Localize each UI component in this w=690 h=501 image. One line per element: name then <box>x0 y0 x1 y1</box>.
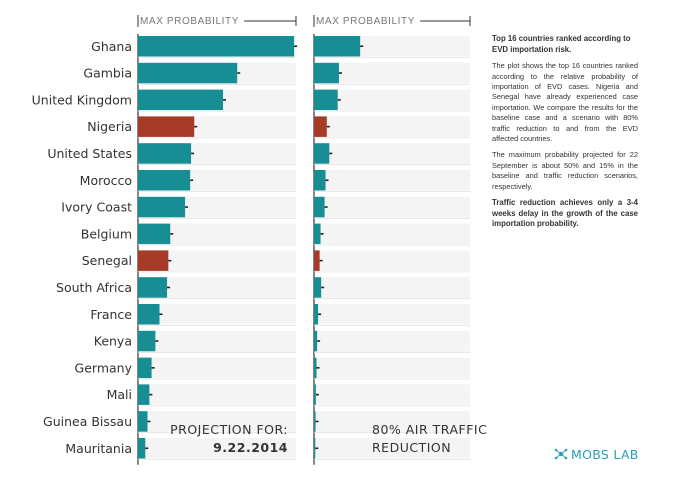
reduction-lane-germany <box>314 357 470 379</box>
label-mali: Mali <box>107 387 132 402</box>
baseline-bar-nigeria <box>138 116 195 137</box>
reduction-bar-gambia <box>314 62 339 84</box>
baseline-bar-senegal <box>138 250 169 271</box>
label-south-africa: South Africa <box>56 280 132 295</box>
baseline-bar-guinea-bissau <box>138 411 148 432</box>
baseline-bar-morocco <box>138 170 191 191</box>
baseline-lane-senegal <box>138 250 296 271</box>
baseline-lane-mali <box>138 384 296 405</box>
description-paragraph-1: The plot shows the top 16 countries rank… <box>492 61 638 144</box>
reduction-bar-kenya <box>314 330 318 352</box>
baseline-bar-belgium <box>138 223 171 245</box>
baseline-axis-title: MAX PROBABILITY <box>140 16 239 27</box>
reduction-bar-guinea-bissau <box>314 411 316 432</box>
baseline-lane-mauritania <box>138 438 296 459</box>
baseline-lane-germany <box>138 357 296 379</box>
label-gambia: Gambia <box>83 66 132 81</box>
reduction-bar-mauritania <box>314 438 316 459</box>
label-france: France <box>90 307 132 322</box>
reduction-lane-france <box>314 304 470 325</box>
label-guinea-bissau: Guinea Bissau <box>43 414 132 429</box>
reduction-lane-south-africa <box>314 277 470 298</box>
reduction-bar-senegal <box>314 250 320 271</box>
description-paragraph-2: The maximum probability projected for 22… <box>492 150 638 191</box>
label-ivory-coast: Ivory Coast <box>61 200 132 215</box>
reduction-bar-united-states <box>314 143 330 164</box>
label-germany: Germany <box>75 360 133 375</box>
reduction-lane-mauritania <box>314 438 470 459</box>
label-morocco: Morocco <box>80 173 132 188</box>
baseline-lane-france <box>138 304 296 325</box>
baseline-bar-france <box>138 304 160 325</box>
baseline-caption-date: 9.22.2014 <box>213 440 288 455</box>
reduction-bar-ivory-coast <box>314 196 325 218</box>
reduction-bar-united-kingdom <box>314 89 338 111</box>
baseline-bar-ivory-coast <box>138 196 186 218</box>
baseline-bar-mauritania <box>138 438 146 459</box>
baseline-lane-guinea-bissau <box>138 411 296 432</box>
reduction-lane-gambia <box>314 62 470 84</box>
label-belgium: Belgium <box>81 226 132 241</box>
reduction-axis-title: MAX PROBABILITY <box>316 16 415 27</box>
reduction-bar-belgium <box>314 223 321 245</box>
baseline-lane-south-africa <box>138 277 296 298</box>
label-united-states: United States <box>47 146 132 161</box>
reduction-lane-senegal <box>314 250 470 271</box>
reduction-lane-mali <box>314 384 470 405</box>
reduction-bar-germany <box>314 357 317 379</box>
label-senegal: Senegal <box>82 253 132 268</box>
reduction-lane-united-states <box>314 143 470 164</box>
reduction-bar-nigeria <box>314 116 327 137</box>
baseline-bar-south-africa <box>138 277 168 298</box>
network-node-icon <box>554 448 568 460</box>
reduction-lane-morocco <box>314 170 470 191</box>
reduction-lane-guinea-bissau <box>314 411 470 432</box>
baseline-bar-united-states <box>138 143 192 164</box>
reduction-caption-line1: 80% AIR TRAFFIC <box>372 422 487 437</box>
baseline-bar-ghana <box>138 36 295 57</box>
baseline-bar-kenya <box>138 330 156 352</box>
label-ghana: Ghana <box>91 39 132 54</box>
reduction-bar-south-africa <box>314 277 322 298</box>
reduction-lane-belgium <box>314 223 470 245</box>
baseline-bar-mali <box>138 384 150 405</box>
label-nigeria: Nigeria <box>87 119 132 134</box>
reduction-bar-ghana <box>314 36 361 57</box>
baseline-caption-line1: PROJECTION FOR: <box>170 422 288 437</box>
label-united-kingdom: United Kingdom <box>32 92 132 107</box>
baseline-bar-gambia <box>138 62 238 84</box>
description-panel: Top 16 countries ranked according to EVD… <box>492 34 638 236</box>
description-title: Top 16 countries ranked according to EVD… <box>492 34 631 54</box>
reduction-caption-line2: REDUCTION <box>372 440 451 455</box>
baseline-bar-germany <box>138 357 152 379</box>
label-mauritania: Mauritania <box>65 441 132 456</box>
logo-text: MOBS LAB <box>571 446 639 462</box>
label-kenya: Kenya <box>94 334 132 349</box>
description-emphasis: Traffic reduction achieves only a 3-4 we… <box>492 198 638 229</box>
reduction-lane-ivory-coast <box>314 196 470 218</box>
baseline-lane-belgium <box>138 223 296 245</box>
baseline-lane-kenya <box>138 330 296 352</box>
reduction-lane-united-kingdom <box>314 89 470 111</box>
category-labels: Ghana Gambia United Kingdom Nigeria United S… <box>32 39 133 456</box>
reduction-bar-mali <box>314 384 316 405</box>
reduction-lane-nigeria <box>314 116 470 137</box>
mobs-lab-logo: MOBS LAB <box>554 445 639 463</box>
reduction-bar-morocco <box>314 170 326 191</box>
reduction-lane-kenya <box>314 330 470 352</box>
baseline-panel: MAX PROBABILITY <box>137 15 298 465</box>
baseline-bar-united-kingdom <box>138 89 224 111</box>
reduction-panel: MAX PROBABILITY <box>313 15 471 465</box>
reduction-bar-france <box>314 304 319 325</box>
